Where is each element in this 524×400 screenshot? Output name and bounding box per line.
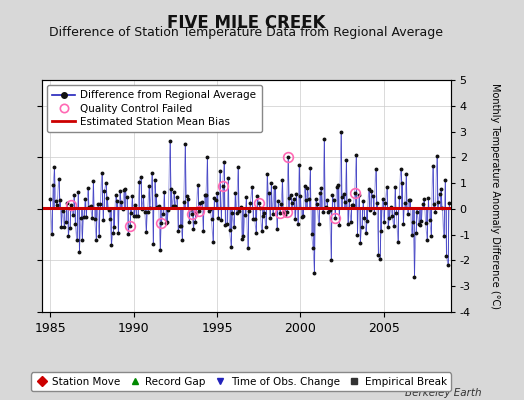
Legend: Difference from Regional Average, Quality Control Failed, Estimated Station Mean: Difference from Regional Average, Qualit…: [47, 85, 261, 132]
Legend: Station Move, Record Gap, Time of Obs. Change, Empirical Break: Station Move, Record Gap, Time of Obs. C…: [31, 372, 451, 391]
Text: Berkeley Earth: Berkeley Earth: [406, 388, 482, 398]
Y-axis label: Monthly Temperature Anomaly Difference (°C): Monthly Temperature Anomaly Difference (…: [490, 83, 500, 309]
Text: Difference of Station Temperature Data from Regional Average: Difference of Station Temperature Data f…: [49, 26, 443, 39]
Text: FIVE MILE CREEK: FIVE MILE CREEK: [167, 14, 325, 32]
